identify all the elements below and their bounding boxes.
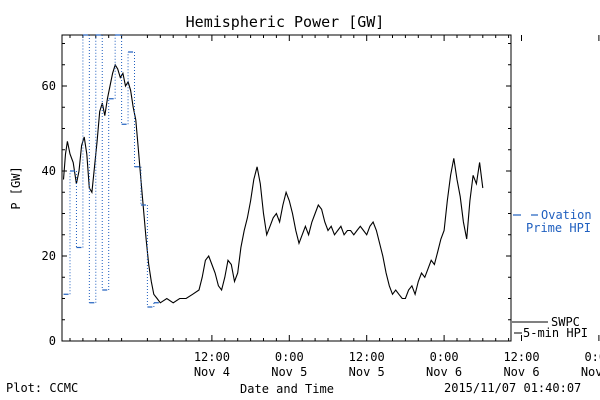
y-tick-label: 20 xyxy=(42,249,56,263)
x-tick-time: 0:00 xyxy=(275,350,304,364)
y-tick-label: 40 xyxy=(42,164,56,178)
y-axis-label: P [GW] xyxy=(9,166,23,209)
y-axis: 0 20 40 60 xyxy=(42,43,511,348)
plot-timestamp: 2015/11/07 01:40:07 xyxy=(444,381,582,395)
legend-ovation-label-2: Prime HPI xyxy=(526,221,591,235)
x-tick-date: Nov 5 xyxy=(271,365,307,379)
x-tick-date: Nov 6 xyxy=(426,365,462,379)
y-tick-label: 0 xyxy=(49,334,56,348)
x-axis-label: Date and Time xyxy=(240,382,334,396)
x-tick-time: 12:00 xyxy=(194,350,230,364)
legend-swpc-label-1: SWPC xyxy=(551,315,580,329)
y-tick-label: 60 xyxy=(42,79,56,93)
series-layer xyxy=(62,34,484,308)
legend-ovation-label-1: Ovation xyxy=(541,208,592,222)
x-tick-time: 12:00 xyxy=(503,350,539,364)
plot-credit: Plot: CCMC xyxy=(6,381,79,395)
plot-frame xyxy=(61,34,512,342)
chart-title: Hemispheric Power [GW] xyxy=(186,13,385,31)
x-tick-time: 0:00 xyxy=(584,350,600,364)
x-tick-date: Nov 4 xyxy=(194,365,230,379)
x-tick-date: Nov 5 xyxy=(349,365,385,379)
x-tick-time: 0:00 xyxy=(430,350,459,364)
swpc-hpi-line xyxy=(62,63,484,304)
legend-swpc-label-2: 5-min HPI xyxy=(523,326,588,340)
x-tick-date: Nov 6 xyxy=(503,365,539,379)
x-tick-date: Nov 7 xyxy=(581,365,600,379)
x-tick-time: 12:00 xyxy=(349,350,385,364)
